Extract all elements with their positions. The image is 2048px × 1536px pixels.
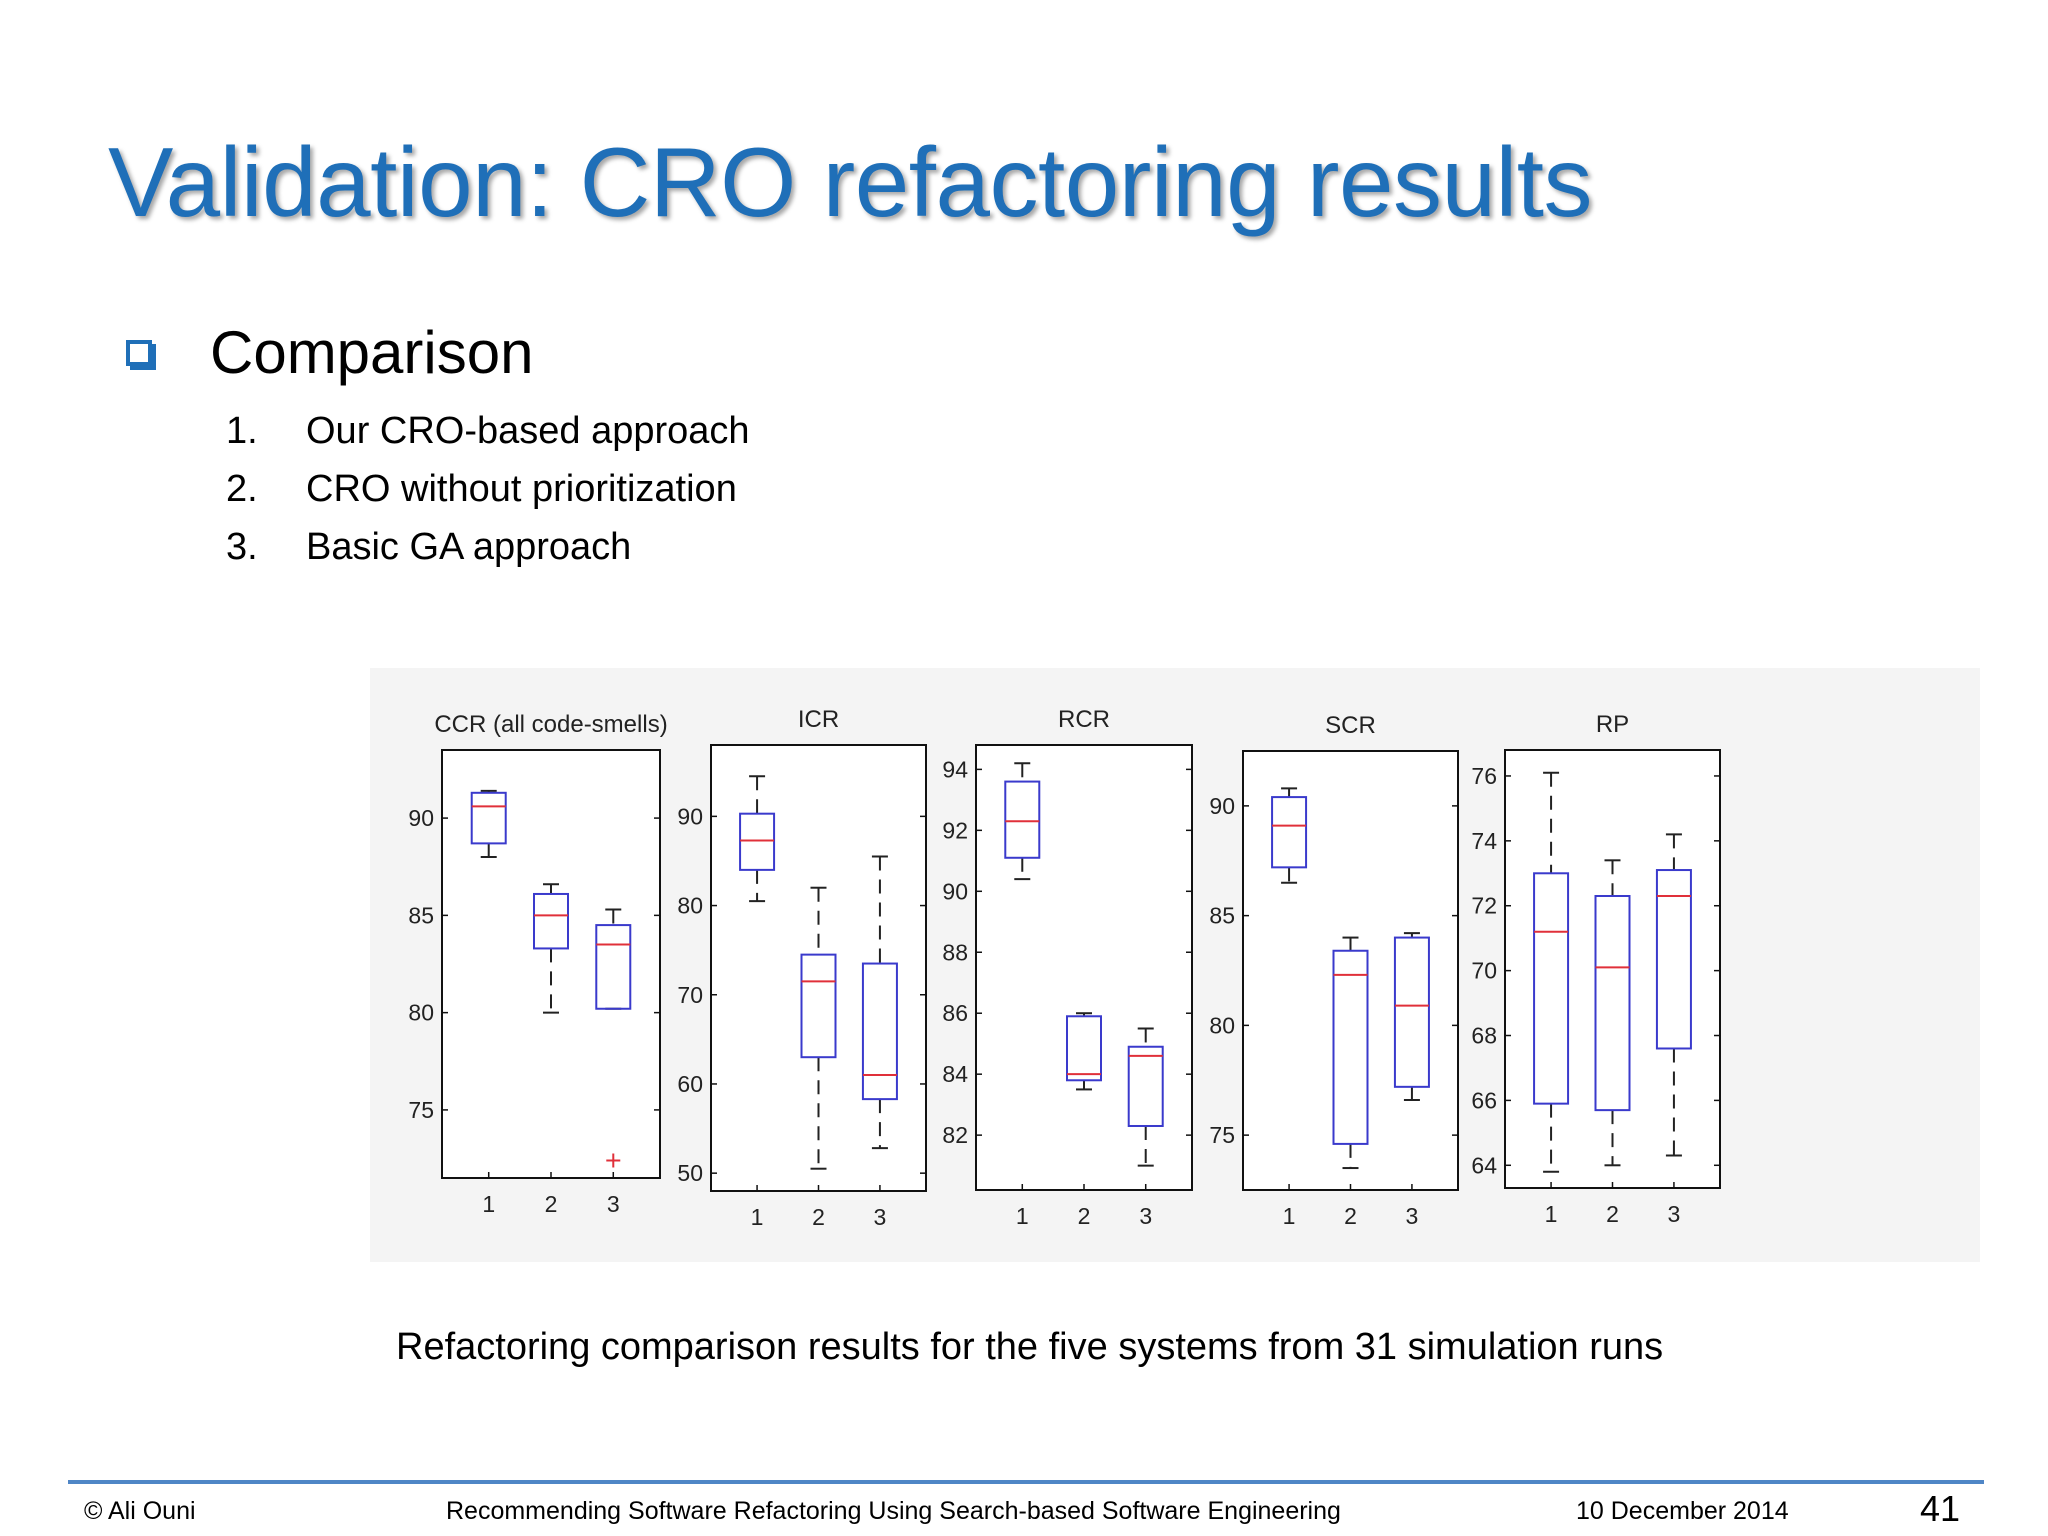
box xyxy=(1533,872,1570,1105)
list-item: 2. CRO without prioritization xyxy=(226,460,750,518)
y-tick-label: 82 xyxy=(942,1122,968,1148)
panel-title: SCR xyxy=(1325,712,1376,739)
x-tick-label: 1 xyxy=(1283,1203,1296,1229)
comparison-list: 1. Our CRO-based approach 2. CRO without… xyxy=(226,402,750,576)
y-tick-label: 94 xyxy=(942,756,968,782)
x-tick-label: 3 xyxy=(1139,1203,1152,1229)
y-tick-label: 80 xyxy=(408,1000,434,1026)
box xyxy=(1127,1045,1164,1127)
y-tick-label: 76 xyxy=(1471,763,1497,789)
square-bullet-icon xyxy=(126,339,152,366)
y-tick-label: 85 xyxy=(1209,903,1235,929)
box xyxy=(533,892,569,950)
y-tick-label: 60 xyxy=(677,1071,703,1097)
panel-title: RCR xyxy=(1058,706,1110,733)
list-item-number: 2. xyxy=(226,468,258,510)
y-tick-label: 90 xyxy=(1209,793,1235,819)
x-tick-label: 3 xyxy=(607,1191,620,1217)
y-tick-label: 75 xyxy=(408,1097,434,1123)
list-item-number: 1. xyxy=(226,410,258,452)
x-tick-label: 2 xyxy=(1606,1201,1619,1227)
box xyxy=(1332,949,1369,1145)
x-tick-label: 1 xyxy=(751,1204,764,1230)
list-item-text: Basic GA approach xyxy=(306,526,632,568)
box xyxy=(1004,780,1041,859)
box xyxy=(1393,936,1430,1088)
list-item-text: CRO without prioritization xyxy=(306,468,737,510)
y-tick-label: 70 xyxy=(1471,958,1497,984)
x-tick-label: 2 xyxy=(812,1204,825,1230)
y-tick-label: 90 xyxy=(408,805,434,831)
y-tick-label: 85 xyxy=(408,902,434,928)
x-tick-label: 1 xyxy=(1016,1203,1029,1229)
y-tick-label: 70 xyxy=(677,982,703,1008)
box xyxy=(800,953,837,1059)
y-tick-label: 84 xyxy=(942,1061,968,1087)
panel-title: ICR xyxy=(798,706,839,733)
y-tick-label: 68 xyxy=(1471,1023,1497,1049)
y-tick-label: 86 xyxy=(942,1000,968,1026)
y-tick-label: 90 xyxy=(942,878,968,904)
axes-frame xyxy=(441,749,661,1179)
axes-frame xyxy=(975,744,1193,1191)
list-item-number: 3. xyxy=(226,526,258,568)
x-tick-label: 2 xyxy=(1344,1203,1357,1229)
panel-title: CCR (all code-smells) xyxy=(434,711,667,738)
y-tick-label: 50 xyxy=(677,1160,703,1186)
y-tick-label: 90 xyxy=(677,803,703,829)
y-tick-label: 64 xyxy=(1471,1152,1497,1178)
bullet-text: Comparison xyxy=(210,319,534,386)
x-tick-label: 1 xyxy=(1545,1201,1558,1227)
box xyxy=(1655,869,1692,1050)
axes-frame xyxy=(1242,750,1459,1191)
footer-date: 10 December 2014 xyxy=(1576,1497,1789,1525)
footer-talk-title: Recommending Software Refactoring Using … xyxy=(446,1497,1341,1525)
box xyxy=(1594,895,1631,1112)
page-number: 41 xyxy=(1920,1488,1961,1529)
axes-frame xyxy=(710,744,927,1192)
y-tick-label: 74 xyxy=(1471,828,1497,854)
box xyxy=(1066,1015,1102,1082)
y-tick-label: 80 xyxy=(677,893,703,919)
bullet-row: Comparison xyxy=(126,318,533,387)
y-tick-label: 80 xyxy=(1209,1012,1235,1038)
list-item: 1. Our CRO-based approach xyxy=(226,402,750,460)
y-tick-label: 92 xyxy=(942,817,968,843)
x-tick-label: 3 xyxy=(1406,1203,1419,1229)
box xyxy=(470,791,507,845)
box xyxy=(861,962,898,1101)
figure-caption: Refactoring comparison results for the f… xyxy=(396,1326,1664,1368)
y-tick-label: 66 xyxy=(1471,1087,1497,1113)
footer-author: © Ali Ouni xyxy=(84,1497,196,1525)
y-tick-label: 72 xyxy=(1471,893,1497,919)
box xyxy=(1271,796,1308,869)
list-item: 3. Basic GA approach xyxy=(226,518,750,576)
box xyxy=(595,924,632,1010)
x-tick-label: 3 xyxy=(874,1204,887,1230)
box xyxy=(739,812,776,871)
x-tick-label: 3 xyxy=(1668,1201,1681,1227)
boxplot-figure: CCR (all code-smells) 75 80 85 90 1 2 3 ICR 50 60 7… xyxy=(408,706,1721,1230)
panel-title: RP xyxy=(1596,711,1629,738)
y-tick-label: 88 xyxy=(942,939,968,965)
slide-title: Validation: CRO refactoring results xyxy=(108,127,1593,237)
list-item-text: Our CRO-based approach xyxy=(306,410,750,452)
footer-divider xyxy=(68,1480,1984,1484)
x-tick-label: 2 xyxy=(1078,1203,1091,1229)
x-tick-label: 1 xyxy=(482,1191,495,1217)
y-tick-label: 75 xyxy=(1209,1122,1235,1148)
x-tick-label: 2 xyxy=(545,1191,558,1217)
